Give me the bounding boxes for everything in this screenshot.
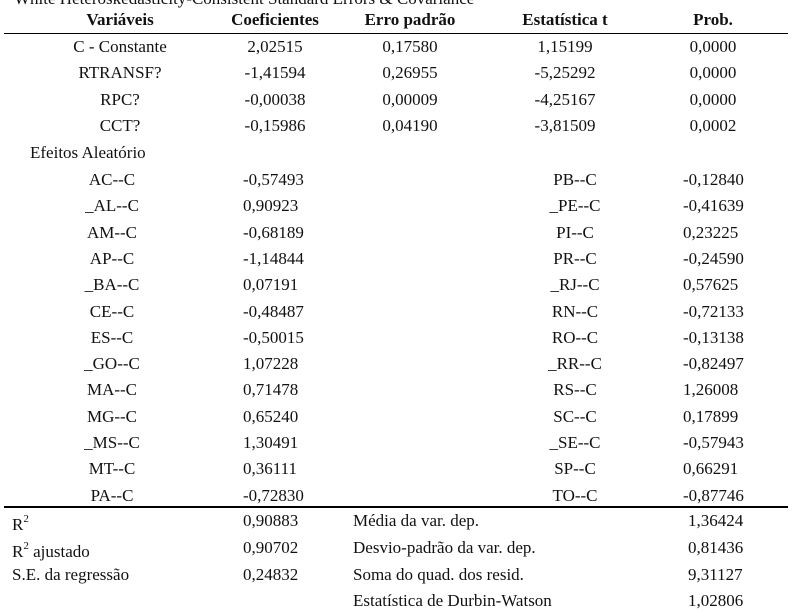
stat-label: Estatística de Durbin-Watson <box>353 591 552 611</box>
effect-name: AM--C <box>86 222 138 242</box>
cell-value: 0,04190 <box>382 116 438 136</box>
effect-name: ES--C <box>90 327 134 347</box>
effect-name: PA--C <box>90 485 134 505</box>
cell-value: 0,0000 <box>689 63 737 83</box>
effect-value: -0,13138 <box>683 327 744 347</box>
stat-label: Média da var. dep. <box>353 511 480 530</box>
effect-name: RO--C <box>551 327 599 347</box>
stat-label: Soma do quad. dos resid. <box>353 564 524 584</box>
effect-value: 0,71478 <box>243 380 299 400</box>
cell-value: 0,00009 <box>382 89 438 109</box>
cell-value: 2,02515 <box>247 37 303 56</box>
effect-name: _PE--C <box>549 196 601 216</box>
effect-name: AP--C <box>89 248 135 268</box>
effect-value: 1,07228 <box>243 354 299 374</box>
column-header: Coeficientes <box>231 10 319 29</box>
effect-value: 1,26008 <box>683 380 739 400</box>
section-label: Efeitos Aleatório <box>30 143 146 162</box>
effect-name: PR--C <box>553 248 597 268</box>
effect-name: PI--C <box>556 222 594 242</box>
effect-name: MT--C <box>88 459 136 479</box>
cell-value: 1,15199 <box>537 37 593 56</box>
effect-name: _GO--C <box>84 354 140 374</box>
effect-value: 1,30491 <box>243 433 299 452</box>
effect-value: -0,72830 <box>243 485 304 505</box>
effect-value: -0,12840 <box>683 170 744 189</box>
stat-label: R2 <box>12 513 29 535</box>
stat-label: S.E. da regressão <box>12 564 130 584</box>
effect-value: 0,90923 <box>243 196 299 216</box>
stat-label-rest: ajustado <box>28 541 90 561</box>
effect-name: PB--C <box>553 170 597 189</box>
stat-value: 1,36424 <box>688 511 744 530</box>
effect-value: 0,07191 <box>243 275 299 295</box>
effect-name: CE--C <box>89 301 135 321</box>
stats-rule <box>4 506 788 508</box>
column-header: Variáveis <box>86 10 154 29</box>
effect-value: 0,66291 <box>683 459 739 479</box>
effect-name: SC--C <box>553 406 597 426</box>
effect-value: -0,57943 <box>683 433 744 452</box>
effect-value: -0,87746 <box>683 485 744 505</box>
effect-value: -0,41639 <box>683 196 744 216</box>
effect-name: RS--C <box>553 380 597 400</box>
effect-name: _RJ--C <box>550 275 600 295</box>
cell-value: -0,00038 <box>244 89 306 109</box>
variable-name: RTRANSF? <box>78 63 162 83</box>
superscript: 2 <box>23 539 29 552</box>
effect-value: -0,48487 <box>243 301 304 321</box>
stat-value: 0,24832 <box>243 564 299 584</box>
effect-name: _MS--C <box>84 433 140 452</box>
effect-value: -1,14844 <box>243 248 304 268</box>
effect-name: _BA--C <box>84 275 140 295</box>
column-header: Erro padrão <box>364 10 456 29</box>
effect-name: TO--C <box>552 485 598 505</box>
effect-value: -0,72133 <box>683 301 744 321</box>
effect-name: MA--C <box>86 380 138 400</box>
header-rule <box>4 33 788 34</box>
table-title: White Heteroskedasticity-Consistent Stan… <box>14 0 474 9</box>
effect-value: -0,50015 <box>243 327 304 347</box>
variable-name: CCT? <box>99 116 141 136</box>
cell-value: 0,0000 <box>689 89 737 109</box>
column-header: Prob. <box>693 10 733 29</box>
effect-value: 0,57625 <box>683 275 739 295</box>
cell-value: -5,25292 <box>534 63 596 83</box>
effect-name: AC--C <box>88 170 136 189</box>
cell-value: 0,0000 <box>689 37 737 56</box>
effect-value: 0,36111 <box>243 459 297 479</box>
cell-value: 0,26955 <box>382 63 438 83</box>
effect-value: -0,24590 <box>683 248 744 268</box>
effect-name: _RR--C <box>548 354 602 374</box>
cell-value: -0,15986 <box>244 116 306 136</box>
stat-label: R2 ajustado <box>12 539 90 561</box>
cell-value: -4,25167 <box>534 89 596 109</box>
superscript: 2 <box>23 513 29 525</box>
cell-value: 0,17580 <box>382 37 438 56</box>
variable-name: RPC? <box>100 89 140 109</box>
stat-value: 0,81436 <box>688 537 744 557</box>
stat-value: 1,02806 <box>688 591 744 611</box>
cell-value: 0,0002 <box>689 116 737 136</box>
effect-value: 0,65240 <box>243 406 299 426</box>
cell-value: -1,41594 <box>244 63 306 83</box>
effect-value: 0,23225 <box>683 222 739 242</box>
effect-name: _AL--C <box>85 196 139 216</box>
effect-value: -0,57493 <box>243 170 304 189</box>
stat-value: 0,90883 <box>243 511 299 530</box>
stat-value: 0,90702 <box>243 537 299 557</box>
effect-name: _SE--C <box>549 433 601 452</box>
effect-name: MG--C <box>86 406 138 426</box>
variable-name: C - Constante <box>73 37 167 56</box>
effect-name: SP--C <box>554 459 596 479</box>
effect-value: -0,68189 <box>243 222 304 242</box>
cell-value: -3,81509 <box>534 116 596 136</box>
stat-label: Desvio-padrão da var. dep. <box>353 537 536 557</box>
column-header: Estatística t <box>522 10 608 29</box>
effect-value: 0,17899 <box>683 406 739 426</box>
stat-value: 9,31127 <box>688 564 743 584</box>
effect-name: RN--C <box>551 301 599 321</box>
effect-value: -0,82497 <box>683 354 744 374</box>
